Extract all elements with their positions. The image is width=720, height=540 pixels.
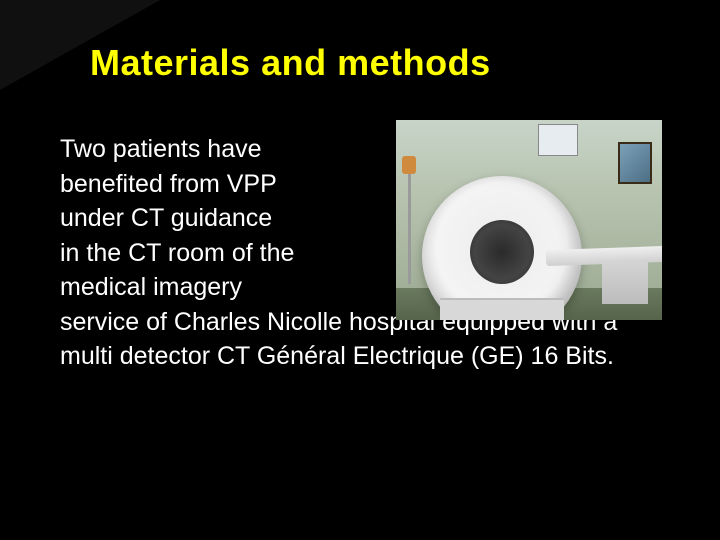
- figure-table-support: [602, 262, 648, 304]
- figure-ct-bore: [470, 220, 534, 284]
- figure-wall-panel: [618, 142, 652, 184]
- figure-iv-bag: [402, 156, 416, 174]
- figure-ct-base: [440, 298, 564, 320]
- body-line: multi detector CT Général Electrique (GE…: [60, 339, 670, 374]
- figure-iv-stand: [408, 164, 411, 284]
- slide-container: Materials and methods Two patients have …: [0, 0, 720, 540]
- figure-lightbox: [538, 124, 578, 156]
- slide-title: Materials and methods: [90, 42, 670, 84]
- content-wrap: Two patients have benefited from VPP und…: [60, 132, 670, 374]
- ct-room-figure: [396, 120, 662, 320]
